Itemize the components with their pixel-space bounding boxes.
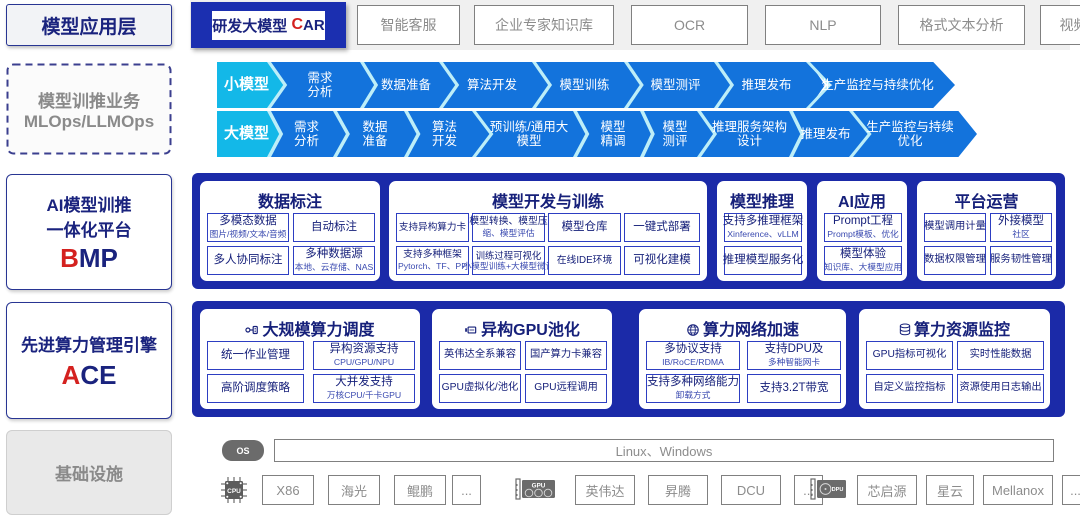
svg-text:GPU: GPU [532, 483, 546, 490]
svg-text:CPU: CPU [227, 488, 241, 495]
svg-text:DPU: DPU [832, 487, 844, 493]
